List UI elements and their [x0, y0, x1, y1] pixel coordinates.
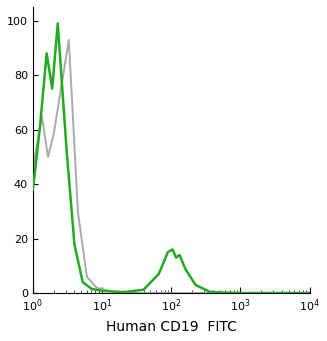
X-axis label: Human CD19  FITC: Human CD19 FITC — [106, 320, 237, 334]
